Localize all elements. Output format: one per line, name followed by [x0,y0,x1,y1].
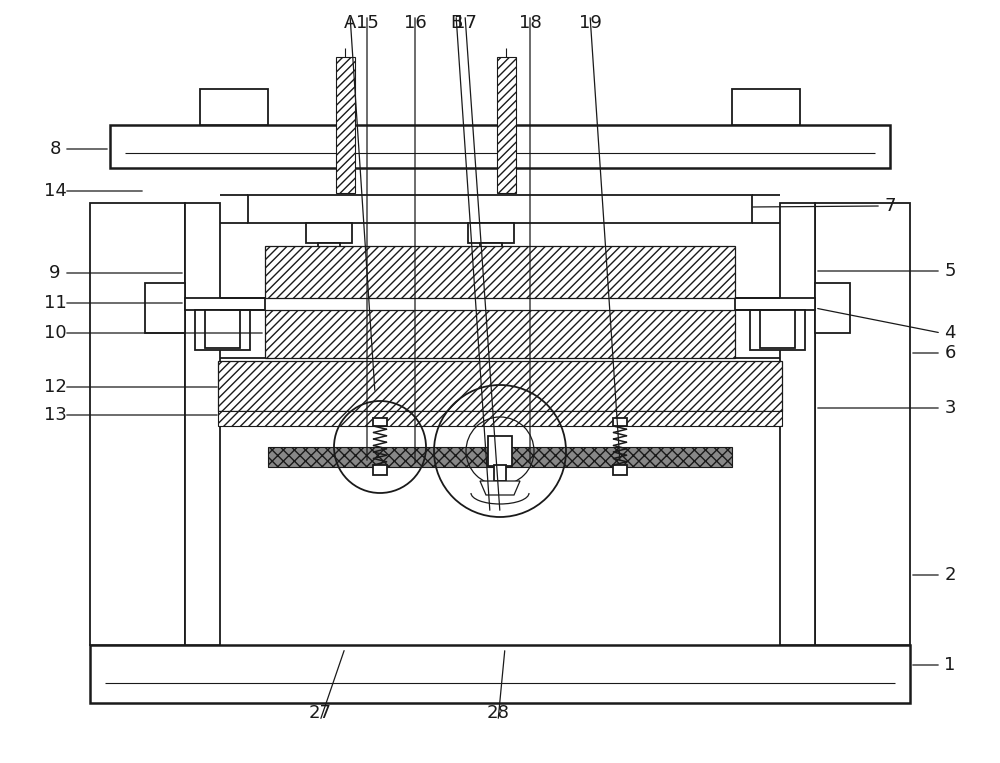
Bar [478,253,504,263]
Bar [218,411,782,426]
Bar [265,310,735,358]
Bar [248,195,752,223]
Bar [735,298,815,310]
Text: B: B [450,14,462,32]
Text: 8: 8 [49,140,61,158]
Text: A: A [344,14,356,32]
Text: 27: 27 [308,704,332,722]
Text: 18: 18 [519,14,541,32]
Bar [494,465,506,481]
Text: 28: 28 [487,704,509,722]
Bar [195,310,250,350]
Bar [613,418,627,426]
Text: 17: 17 [454,14,476,32]
Text: 3: 3 [944,399,956,417]
Text: 15: 15 [356,14,378,32]
Bar [265,246,735,298]
Bar [205,310,240,348]
Text: 6: 6 [944,344,956,362]
Bar [732,89,800,125]
Bar [815,203,910,645]
Bar [468,223,514,243]
Bar [373,465,387,475]
Bar [90,645,910,703]
Text: 10: 10 [44,324,66,342]
Bar [613,465,627,475]
Text: 9: 9 [49,264,61,282]
Bar [780,203,815,645]
Text: 5: 5 [944,262,956,280]
Polygon shape [480,481,520,495]
Bar [145,283,185,333]
Bar [497,57,516,193]
Bar [373,418,387,426]
Text: 13: 13 [44,406,66,424]
Bar [815,283,850,333]
Bar [480,243,502,253]
Text: 14: 14 [44,182,66,200]
Text: 7: 7 [884,197,896,215]
Text: 12: 12 [44,378,66,396]
Text: 11: 11 [44,294,66,312]
Bar [268,447,732,467]
Bar [306,223,352,243]
Bar [750,310,805,350]
Bar [318,243,340,253]
Bar [760,310,795,348]
Bar [488,436,512,466]
Bar [316,253,342,263]
Text: 19: 19 [579,14,601,32]
Bar [90,203,185,645]
Bar [185,298,265,310]
Text: 2: 2 [944,566,956,584]
Bar [110,125,890,168]
Text: 1: 1 [944,656,956,674]
Bar [200,89,268,125]
Bar [336,57,355,193]
Text: 16: 16 [404,14,426,32]
Bar [185,203,220,645]
Text: 4: 4 [944,324,956,342]
Bar [218,361,782,411]
